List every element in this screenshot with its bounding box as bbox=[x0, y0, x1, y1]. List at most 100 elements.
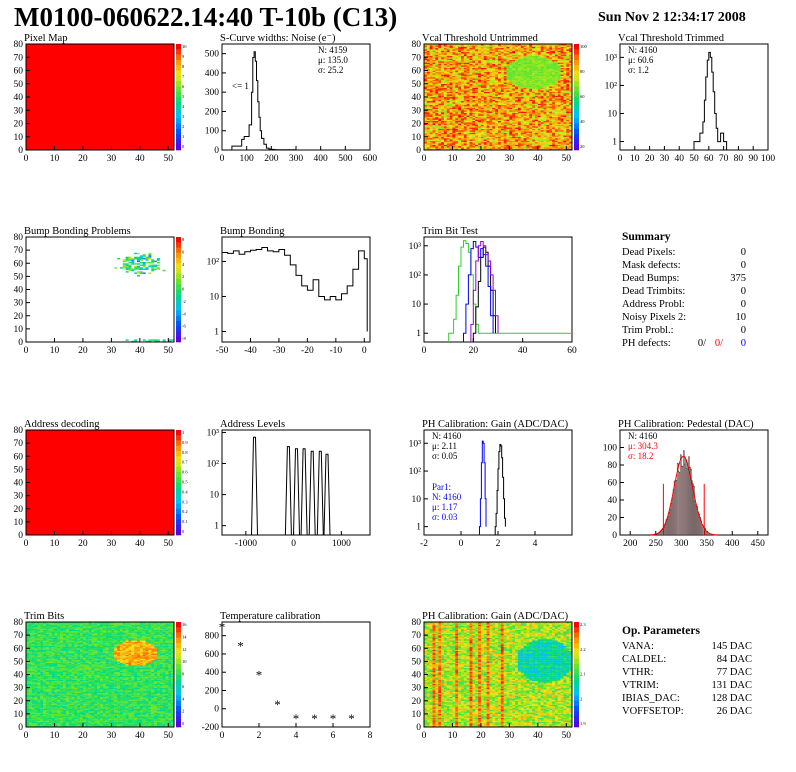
bump-problems-cell bbox=[145, 340, 149, 343]
vcal-untrimmed-cell bbox=[512, 135, 516, 137]
vcal-untrimmed-cell bbox=[469, 93, 473, 95]
vcal-untrimmed-cell bbox=[552, 49, 556, 51]
vcal-untrimmed-cell bbox=[566, 75, 570, 78]
vcal-untrimmed-cell bbox=[489, 146, 493, 148]
vcal-untrimmed-cell bbox=[441, 106, 445, 108]
vcal-untrimmed-cell bbox=[469, 144, 473, 147]
vcal-untrimmed-cell bbox=[489, 90, 493, 92]
vcal-untrimmed-cell bbox=[455, 86, 459, 88]
vcal-untrimmed-cell bbox=[441, 71, 445, 74]
vcal-untrimmed-cell bbox=[500, 146, 504, 148]
vcal-untrimmed-cell bbox=[458, 45, 462, 47]
vcal-untrimmed-cell bbox=[486, 111, 490, 114]
vcal-untrimmed-cell bbox=[529, 90, 533, 92]
vcal-untrimmed-cell bbox=[426, 124, 430, 127]
vcal-untrimmed-cell bbox=[495, 53, 499, 55]
vcal-untrimmed-cell bbox=[569, 130, 573, 132]
vcal-untrimmed-cell bbox=[560, 63, 564, 66]
vcal-untrimmed-cell bbox=[540, 78, 544, 80]
vcal-untrimmed-cell bbox=[535, 65, 538, 67]
vcal-untrimmed-cell bbox=[560, 58, 564, 61]
vcal-untrimmed-cell bbox=[554, 144, 558, 147]
vcal-untrimmed-cell bbox=[441, 103, 445, 106]
vcal-untrimmed-cell bbox=[438, 115, 442, 118]
vcal-untrimmed-cell bbox=[560, 86, 564, 88]
vcal-untrimmed-cell bbox=[517, 115, 521, 118]
vcal-untrimmed-cell bbox=[435, 122, 439, 124]
vcal-untrimmed-cell bbox=[495, 124, 499, 127]
vcal-untrimmed-cell bbox=[526, 98, 530, 100]
vcal-untrimmed-cell bbox=[537, 86, 541, 88]
vcal-untrimmed-cell bbox=[455, 142, 459, 144]
vcal-untrimmed-cell bbox=[520, 86, 524, 88]
vcal-untrimmed-cell bbox=[569, 100, 573, 103]
vcal-untrimmed-cell bbox=[432, 85, 436, 87]
vcal-untrimmed-cell bbox=[520, 82, 524, 84]
vcal-untrimmed-cell bbox=[535, 79, 538, 82]
vcal-untrimmed-cell bbox=[526, 50, 530, 53]
vcal-untrimmed-cell bbox=[452, 74, 456, 76]
vcal-untrimmed-cell bbox=[503, 53, 507, 55]
vcal-untrimmed-cell bbox=[549, 118, 553, 120]
vcal-untrimmed-cell bbox=[483, 143, 487, 145]
trim-bits-cell bbox=[28, 691, 32, 694]
vcal-untrimmed-cell bbox=[515, 83, 519, 86]
vcal-untrimmed-cell bbox=[483, 123, 487, 125]
vcal-untrimmed-cell bbox=[455, 53, 459, 55]
vcal-untrimmed-cell bbox=[523, 58, 527, 61]
vcal-untrimmed-cell bbox=[435, 61, 439, 63]
vcal-untrimmed-cell bbox=[432, 94, 436, 96]
vcal-untrimmed-cell bbox=[515, 61, 519, 63]
vcal-untrimmed-cell bbox=[500, 114, 504, 116]
vcal-untrimmed-cell bbox=[441, 44, 445, 46]
vcal-untrimmed-cell bbox=[463, 135, 467, 137]
vcal-untrimmed-cell bbox=[466, 77, 470, 79]
vcal-untrimmed-cell bbox=[532, 104, 536, 107]
vcal-untrimmed-cell bbox=[475, 138, 479, 140]
vcal-untrimmed-cell bbox=[492, 74, 496, 76]
vcal-untrimmed-cell bbox=[498, 104, 501, 107]
vcal-untrimmed-cell bbox=[537, 55, 541, 58]
vcal-untrimmed-cell bbox=[506, 111, 510, 114]
vcal-untrimmed-cell bbox=[486, 51, 490, 54]
vcal-untrimmed-cell bbox=[478, 67, 482, 70]
vcal-untrimmed-cell bbox=[478, 127, 482, 129]
vcal-untrimmed-cell bbox=[509, 119, 513, 121]
vcal-untrimmed-cell bbox=[466, 73, 470, 75]
vcal-untrimmed-cell bbox=[492, 115, 496, 118]
trim-bits-cell bbox=[26, 721, 29, 724]
vcal-untrimmed-cell bbox=[512, 114, 516, 116]
vcal-untrimmed-cell bbox=[520, 75, 524, 78]
vcal-untrimmed-cell bbox=[560, 142, 564, 144]
vcal-untrimmed-cell bbox=[452, 66, 456, 68]
vcal-untrimmed-cell bbox=[515, 130, 519, 132]
vcal-untrimmed-cell bbox=[546, 131, 550, 133]
vcal-untrimmed-cell bbox=[512, 128, 516, 131]
vcal-untrimmed-cell bbox=[552, 107, 556, 110]
vcal-untrimmed-cell bbox=[426, 69, 430, 71]
vcal-untrimmed-palette-tick: 100 bbox=[580, 44, 588, 49]
vcal-untrimmed-cell bbox=[475, 59, 479, 62]
vcal-untrimmed-cell bbox=[543, 114, 547, 116]
vcal-untrimmed-cell bbox=[458, 81, 462, 83]
vcal-untrimmed-cell bbox=[435, 67, 439, 70]
vcal-untrimmed-cell bbox=[517, 127, 521, 129]
vcal-untrimmed-cell bbox=[526, 73, 530, 75]
vcal-untrimmed-cell bbox=[500, 104, 504, 107]
vcal-untrimmed-cell bbox=[452, 130, 456, 132]
vcal-untrimmed-cell bbox=[566, 44, 570, 46]
vcal-untrimmed-cell bbox=[520, 54, 524, 57]
vcal-untrimmed-cell bbox=[449, 85, 453, 87]
vcal-untrimmed-cell bbox=[498, 122, 501, 124]
vcal-untrimmed-cell bbox=[569, 65, 573, 67]
vcal-untrimmed-cell bbox=[486, 102, 490, 104]
vcal-untrimmed-cell bbox=[554, 85, 558, 87]
vcal-untrimmed-cell bbox=[537, 136, 541, 139]
vcal-untrimmed-cell bbox=[520, 94, 524, 96]
vcal-untrimmed-cell bbox=[512, 47, 516, 50]
vcal-untrimmed-cell bbox=[489, 57, 493, 59]
vcal-untrimmed-cell bbox=[535, 67, 538, 70]
vcal-untrimmed-cell bbox=[520, 139, 524, 141]
vcal-untrimmed-cell bbox=[520, 71, 524, 74]
vcal-untrimmed-cell bbox=[463, 120, 467, 123]
